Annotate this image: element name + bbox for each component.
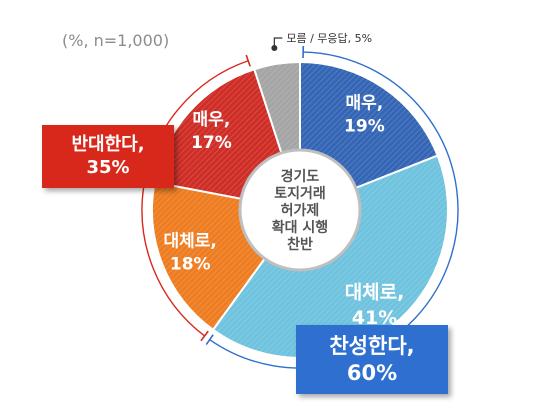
bracket-tick-3	[245, 54, 251, 67]
center-circle	[238, 148, 362, 272]
center-label-line-1: 토지거래	[274, 186, 326, 202]
center-label-line-2: 허가제	[281, 202, 320, 219]
against-total-value: 35%	[86, 156, 130, 178]
for-total-box: 찬성한다, 60%	[296, 325, 448, 394]
slice-label-2: 대체로, 18%	[164, 232, 217, 275]
center-label-line-3: 확대 시행	[272, 219, 328, 236]
unit-note: (%, n=1,000)	[62, 31, 170, 50]
for-total-value: 60%	[346, 360, 398, 385]
slice-label-1: 대체로, 41%	[345, 281, 405, 329]
bracket-tick-1	[205, 334, 214, 346]
dont-know-label: 모름 / 무응답, 5%	[286, 32, 372, 45]
slice-label-0: 매우, 19%	[344, 93, 385, 136]
slice-label-3: 매우, 17%	[191, 110, 232, 153]
callout-line	[273, 37, 283, 49]
against-total-box: 반대한다, 35%	[42, 125, 174, 188]
center-label-line-4: 찬반	[287, 236, 313, 253]
against-total-label: 반대한다,	[71, 134, 145, 155]
center-label-line-0: 경기도	[281, 168, 320, 185]
bracket-tick-2	[200, 330, 209, 342]
for-total-label: 찬성한다,	[329, 334, 415, 359]
for-bracket	[209, 51, 459, 369]
